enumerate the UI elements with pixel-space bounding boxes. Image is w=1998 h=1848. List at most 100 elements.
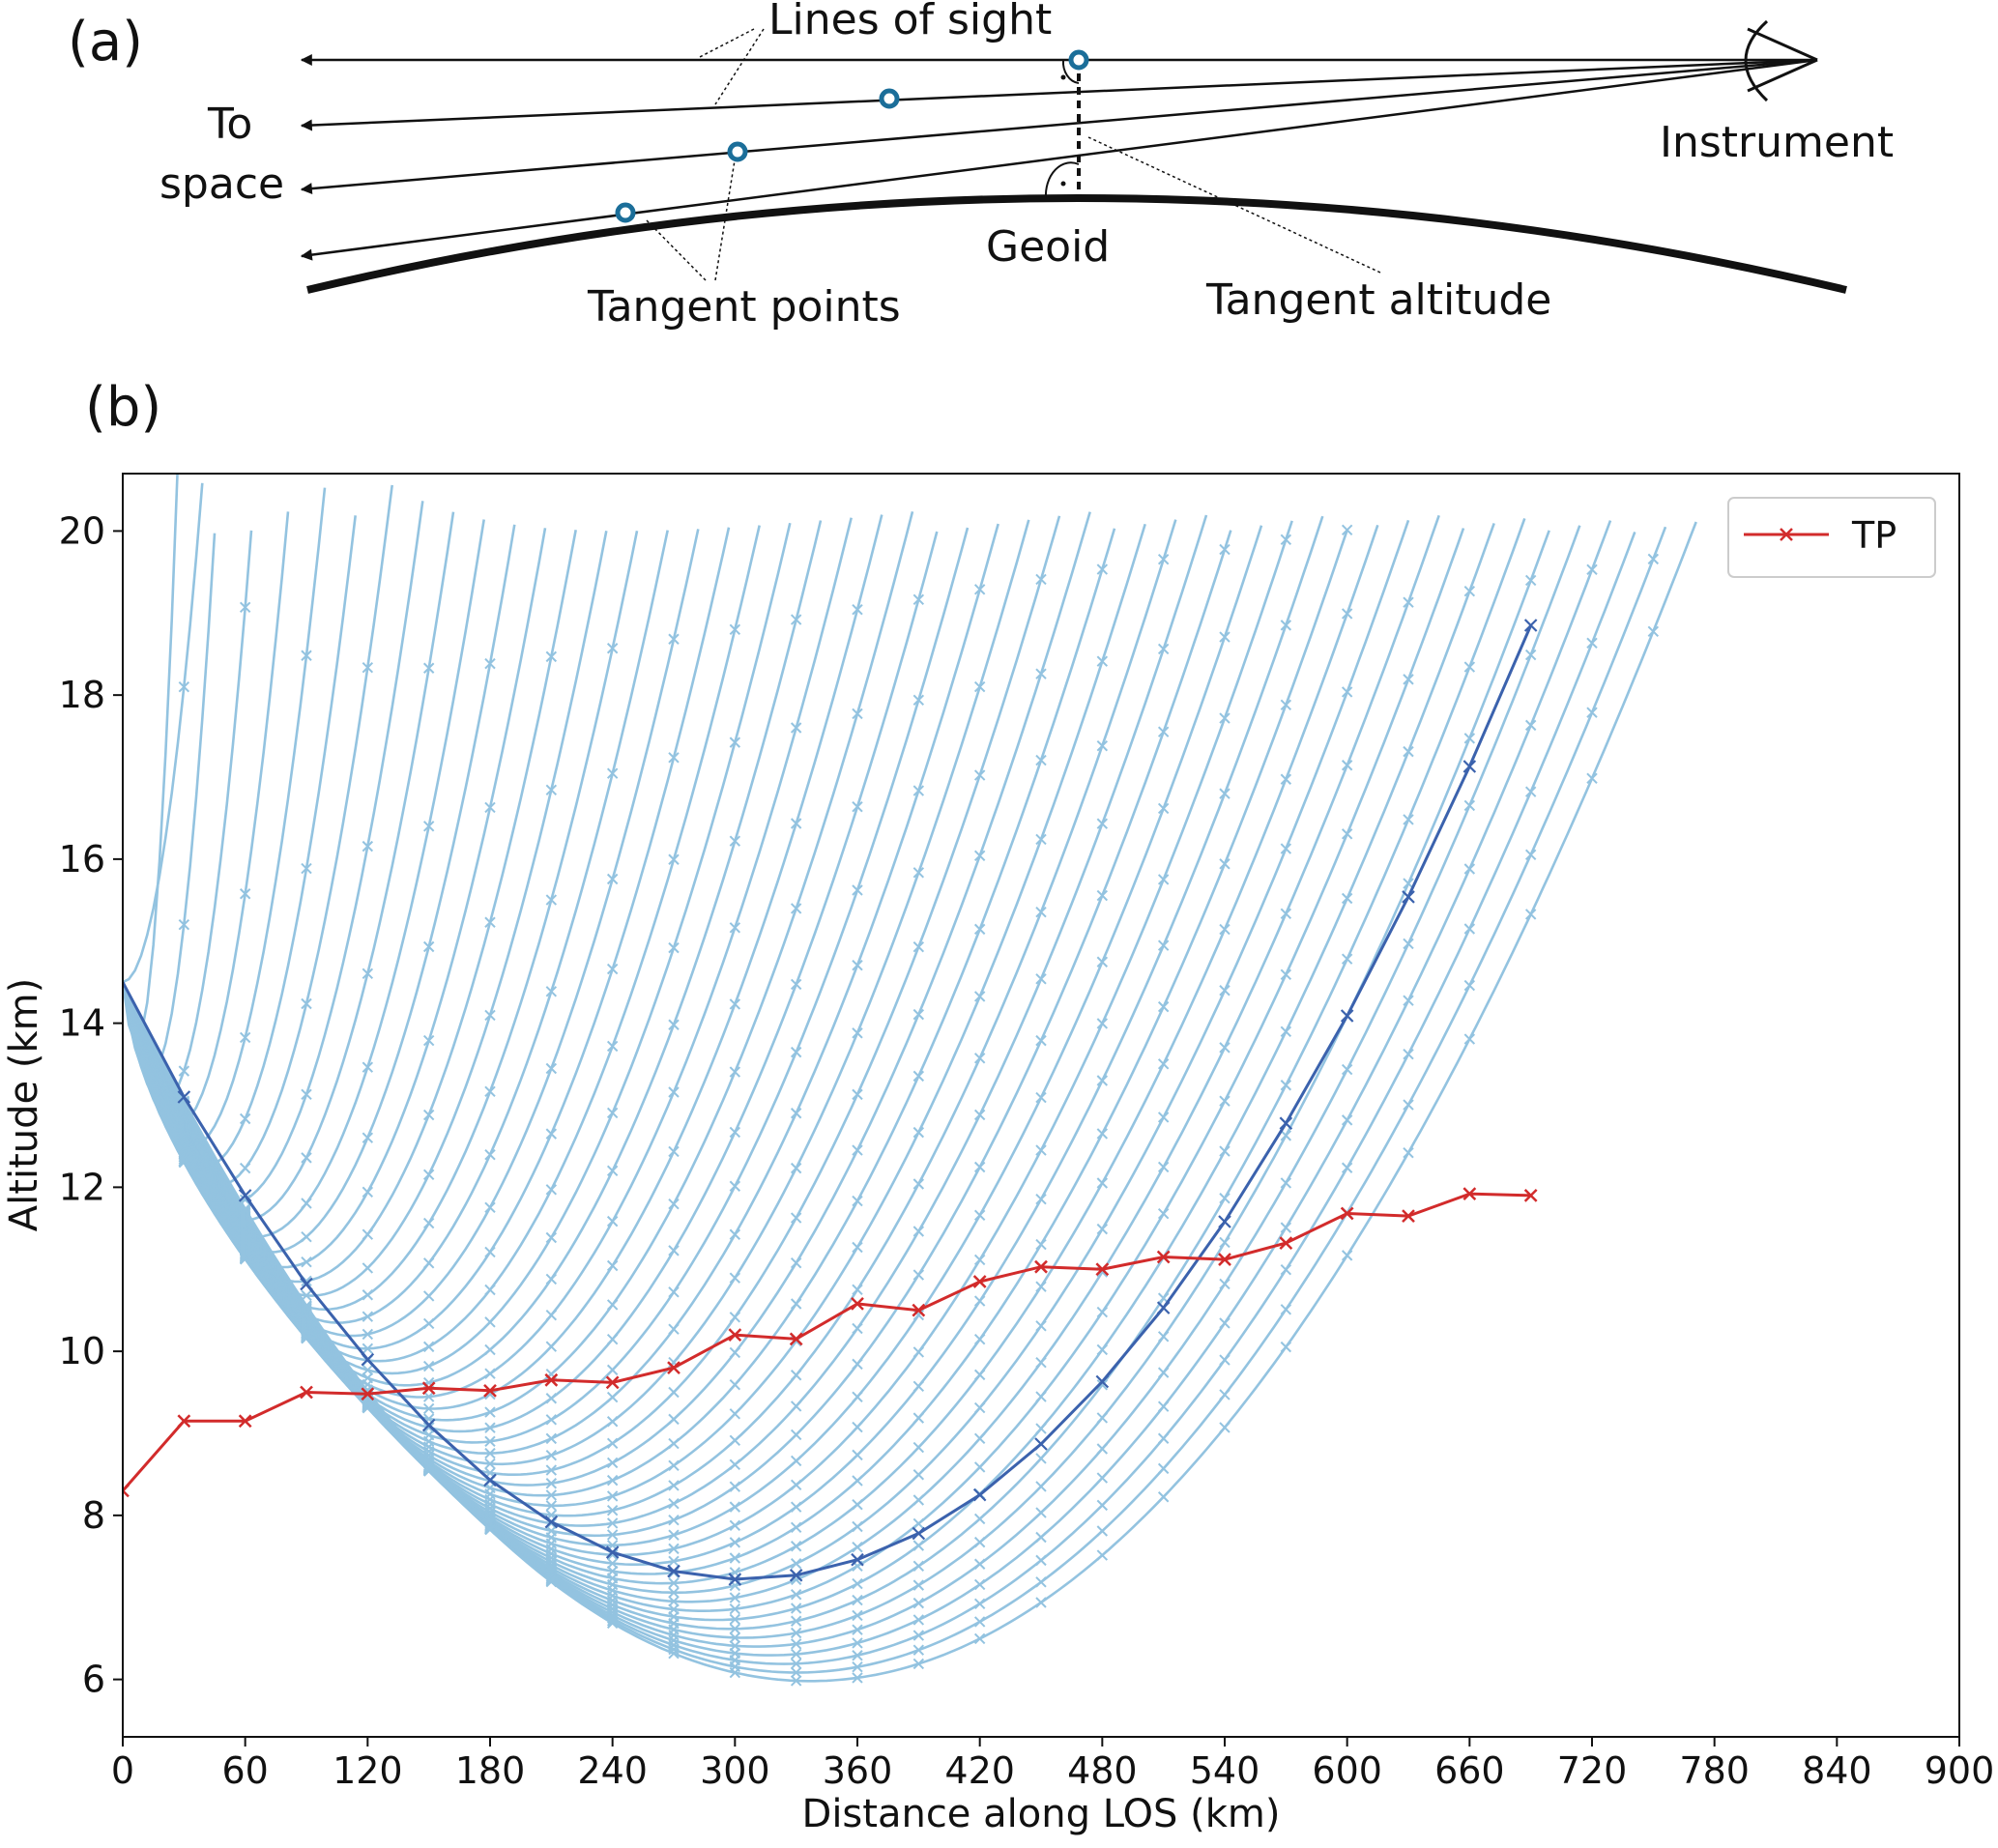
los-25 — [123, 531, 939, 1433]
los-marker-12-4 — [362, 1186, 374, 1198]
los-marker-44-10 — [729, 1613, 741, 1626]
los-marker-50-24 — [1586, 707, 1598, 718]
los-marker-21-9 — [668, 1019, 680, 1030]
legend-box — [1727, 497, 1936, 578]
los-marker-49-14 — [973, 1598, 986, 1609]
highlight-marker-20 — [1340, 1009, 1354, 1023]
y-tick-label-4: 14 — [59, 1002, 105, 1045]
los-marker-48-12 — [852, 1637, 863, 1649]
los-marker-21-11 — [790, 614, 802, 625]
los-marker-27-11 — [790, 1108, 802, 1119]
los-marker-27-7 — [545, 1432, 558, 1445]
los-marker-38-9 — [668, 1555, 680, 1567]
los-marker-17-7 — [545, 1062, 558, 1075]
legend-tp-label: TP — [1851, 514, 1897, 557]
los-marker-6-3 — [301, 862, 312, 875]
los-marker-47-13 — [912, 1597, 925, 1609]
los-marker-44-19 — [1280, 1025, 1292, 1038]
los-marker-50-11 — [790, 1666, 802, 1679]
los-line-38 — [123, 515, 1324, 1566]
los-marker-20-9 — [668, 941, 680, 954]
highlight-marker-3 — [300, 1277, 313, 1291]
los-marker-44-13 — [912, 1540, 925, 1551]
los-marker-34-11 — [790, 1400, 802, 1412]
los-marker-30-12 — [852, 1144, 863, 1156]
highlight-marker-2 — [238, 1189, 252, 1202]
los-marker-19-6 — [484, 1284, 496, 1296]
los-marker-51-10 — [729, 1666, 741, 1679]
los-marker-42-18 — [1219, 1042, 1231, 1054]
tp-marker-22 — [1462, 1187, 1477, 1201]
los-line-39 — [123, 529, 1348, 1575]
los-marker-41-15 — [1035, 1320, 1047, 1332]
los-line-30 — [123, 511, 1091, 1487]
los-marker-15-6 — [484, 1085, 496, 1098]
los-marker-49-24 — [1586, 637, 1598, 650]
los-marker-27-10 — [729, 1228, 741, 1240]
los-marker-51-23 — [1524, 909, 1537, 920]
x-tick-label-15: 900 — [1925, 1749, 1995, 1792]
los-marker-46-13 — [912, 1579, 925, 1591]
los-marker-50-23 — [1524, 849, 1537, 860]
los-marker-36-12 — [852, 1391, 863, 1403]
los-marker-18-9 — [668, 752, 680, 764]
los-marker-44-18 — [1219, 1145, 1231, 1157]
los-marker-46-12 — [852, 1609, 863, 1622]
los-marker-43-18 — [1219, 1095, 1231, 1107]
los-marker-30-15 — [1035, 668, 1047, 679]
tp-line — [123, 1192, 1531, 1492]
los-marker-8-4 — [362, 840, 374, 852]
los-marker-49-12 — [852, 1650, 863, 1661]
los-marker-41-14 — [973, 1401, 986, 1414]
los-marker-12-3 — [301, 1256, 312, 1268]
los-marker-51-13 — [912, 1658, 925, 1670]
los-marker-35-15 — [1035, 1034, 1047, 1047]
los-marker-33-8 — [606, 1504, 619, 1516]
los-21 — [123, 520, 823, 1389]
los-marker-48-16 — [1096, 1472, 1109, 1484]
y-axis-label: Altitude (km) — [2, 978, 46, 1231]
los-marker-34-10 — [729, 1458, 741, 1471]
y-tick-label-7: 20 — [59, 509, 105, 552]
panel-a-label: (a) — [68, 11, 143, 73]
los-marker-31-11 — [790, 1298, 802, 1310]
los-marker-14-6 — [484, 1009, 496, 1022]
los-marker-45-13 — [912, 1560, 925, 1573]
highlight-marker-16 — [1095, 1374, 1110, 1389]
los-marker-23-9 — [668, 1145, 680, 1158]
los-marker-43-21 — [1403, 674, 1414, 685]
los-marker-37-11 — [790, 1479, 802, 1491]
y-tick-label-2: 10 — [59, 1330, 105, 1372]
los-marker-44-15 — [1035, 1423, 1047, 1434]
los-marker-31-14 — [973, 923, 986, 936]
los-marker-32-8 — [606, 1490, 619, 1502]
los-marker-5-3 — [301, 650, 312, 661]
los-marker-36-11 — [790, 1455, 802, 1467]
x-tick-label-2: 120 — [333, 1749, 403, 1792]
los-marker-41-19 — [1280, 843, 1292, 854]
los-marker-49-17 — [1157, 1432, 1170, 1444]
los-marker-26-12 — [852, 884, 863, 896]
x-axis-label: Distance along LOS (km) — [802, 1792, 1281, 1836]
y-tick-label-6: 18 — [59, 674, 105, 716]
los-marker-31-7 — [545, 1489, 558, 1501]
los-marker-49-21 — [1403, 1048, 1414, 1060]
x-tick-label-3: 180 — [455, 1749, 526, 1792]
los-marker-16-6 — [484, 1148, 496, 1161]
los-marker-39-20 — [1341, 524, 1353, 535]
los-marker-25-8 — [606, 1333, 619, 1345]
los-marker-17-8 — [606, 873, 619, 885]
los-marker-37-18 — [1219, 712, 1231, 724]
los-0 — [123, 482, 204, 984]
los-marker-37-17 — [1157, 874, 1170, 885]
los-marker-40-16 — [1096, 1177, 1109, 1189]
los-marker-49-18 — [1219, 1354, 1231, 1366]
los-marker-40-13 — [912, 1441, 925, 1454]
los-marker-17-5 — [422, 1290, 435, 1302]
los-marker-45-16 — [1096, 1379, 1109, 1391]
x-tick-label-7: 420 — [944, 1749, 1015, 1792]
y-tick-label-5: 16 — [59, 838, 105, 881]
panel-b-label: (b) — [85, 376, 161, 439]
los-marker-49-19 — [1280, 1263, 1292, 1276]
x-tick-label-13: 780 — [1679, 1749, 1750, 1792]
